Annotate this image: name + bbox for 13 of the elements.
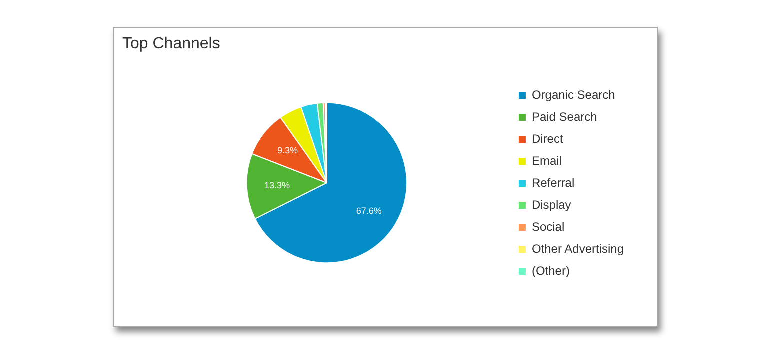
data-label: 67.6%	[356, 206, 382, 216]
data-label: 9.3%	[277, 145, 298, 156]
legend-label: Email	[532, 154, 562, 168]
legend-label: Other Advertising	[532, 242, 624, 256]
legend-label: (Other)	[532, 264, 570, 278]
legend-label: Organic Search	[532, 88, 616, 102]
legend-label: Referral	[532, 176, 575, 190]
chart-title: Top Channels	[122, 36, 220, 52]
data-label: 13.3%	[264, 180, 290, 190]
legend-label: Direct	[532, 132, 564, 146]
legend-label: Display	[532, 198, 572, 212]
legend-label: Social	[532, 220, 565, 234]
legend-label: Paid Search	[532, 110, 598, 124]
